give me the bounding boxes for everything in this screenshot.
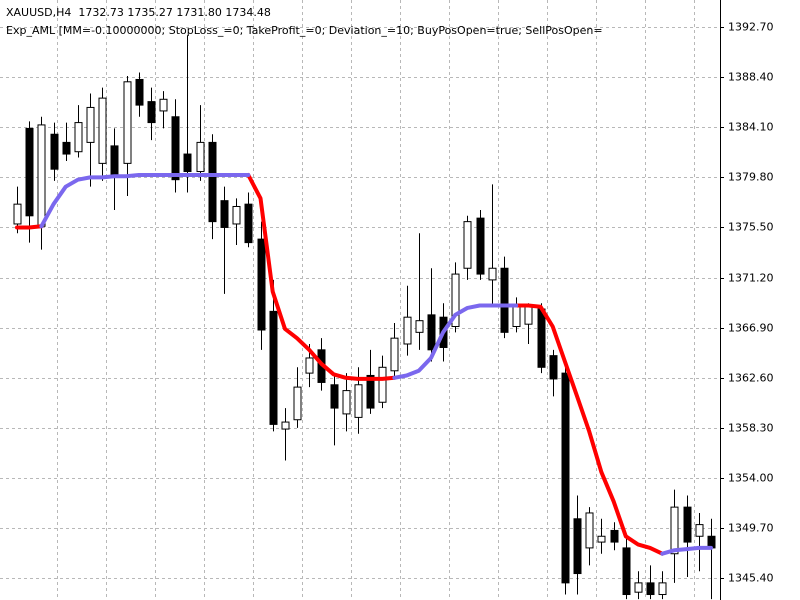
indicator-line: [15, 173, 665, 556]
candle-body: [622, 547, 631, 596]
candle-body: [330, 384, 339, 409]
candle-body: [110, 145, 119, 176]
candle-body: [610, 529, 619, 543]
candle-body: [537, 308, 546, 368]
candle-body: [220, 200, 229, 228]
candle-body: [476, 217, 485, 275]
candle-body: [147, 101, 156, 124]
y-tick-label: 1375.50: [728, 221, 774, 234]
y-tick-label: 1354.00: [728, 472, 774, 485]
candle-body: [123, 81, 132, 164]
candle-body: [86, 106, 95, 143]
candle-body: [135, 78, 144, 106]
candle-body: [683, 506, 692, 543]
plot-area: [13, 35, 716, 600]
grid: [0, 0, 720, 600]
candle-body: [670, 506, 679, 555]
candle-body: [25, 127, 34, 217]
candle-body: [634, 582, 643, 593]
candle-body: [658, 582, 667, 596]
candle-body: [366, 374, 375, 409]
candle-body: [427, 314, 436, 351]
candle-body: [183, 153, 192, 173]
candle-body: [512, 305, 521, 328]
candle-body: [293, 386, 302, 421]
candle-body: [646, 582, 655, 596]
candle-body: [415, 320, 424, 333]
chart-subtitle: Exp_AML [MM=-0.10000000; StopLoss_=0; Ta…: [6, 24, 603, 37]
candle-body: [244, 203, 253, 244]
candle-body: [597, 535, 606, 543]
y-tick-label: 1392.70: [728, 21, 774, 34]
y-tick-label: 1358.30: [728, 422, 774, 435]
candle-body: [354, 384, 363, 418]
candle-body: [695, 524, 704, 537]
candle-body: [561, 372, 570, 584]
candle-body: [98, 97, 107, 164]
candle-body: [342, 390, 351, 415]
indicator-line: [39, 173, 713, 556]
y-tick-label: 1349.70: [728, 522, 774, 535]
chart-title: XAUUSD,H4 1732.73 1735.27 1731.80 1734.4…: [6, 6, 271, 19]
y-tick-label: 1345.40: [728, 572, 774, 585]
candle-body: [524, 306, 533, 325]
candle-body: [269, 310, 278, 425]
candle-body: [257, 238, 266, 331]
y-tick-label: 1384.10: [728, 121, 774, 134]
candle-body: [378, 366, 387, 403]
candle-body: [585, 512, 594, 549]
candle-body: [500, 267, 509, 333]
candle-body: [488, 267, 497, 281]
candle-body: [451, 273, 460, 328]
candle-body: [196, 141, 205, 173]
candle-body: [305, 357, 314, 374]
candle-body: [50, 133, 59, 170]
y-tick-label: 1362.60: [728, 372, 774, 385]
candle-body: [37, 124, 46, 227]
y-tick-label: 1388.40: [728, 71, 774, 84]
candle-body: [573, 518, 582, 575]
candle-body: [390, 337, 399, 372]
candle-body: [403, 316, 412, 345]
header: XAUUSD,H4 1732.73 1735.27 1731.80 1734.4…: [6, 6, 603, 37]
candle-body: [208, 141, 217, 223]
candle-body: [232, 205, 241, 225]
y-tick-label: 1371.20: [728, 272, 774, 285]
y-tick-label: 1366.90: [728, 322, 774, 335]
candle-body: [13, 203, 22, 225]
candle-body: [62, 141, 71, 155]
candle-body: [549, 355, 558, 380]
candle-body: [171, 116, 180, 181]
price-axis: 1392.70 1388.40 1384.10 1379.80 1375.50 1371.…: [720, 21, 774, 585]
candle-body: [74, 122, 83, 153]
candle-body: [281, 421, 290, 430]
candle-body: [463, 221, 472, 269]
y-tick-label: 1379.80: [728, 171, 774, 184]
candle-body: [159, 98, 168, 112]
